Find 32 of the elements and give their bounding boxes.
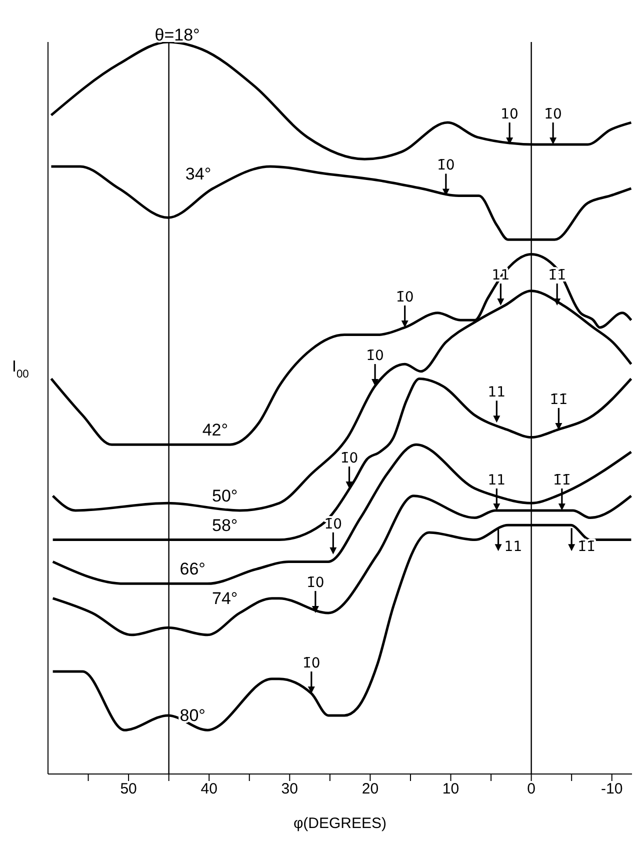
x-tick-label: 40 — [200, 780, 218, 798]
x-tick-label: 0 — [527, 780, 536, 798]
annotation: 11 — [504, 539, 522, 556]
x-tick-label: 50 — [120, 780, 137, 798]
series-label: 50° — [212, 486, 238, 506]
annotation: 1̄0 — [340, 450, 358, 467]
series-label: 34° — [185, 164, 212, 184]
x-tick-label: 20 — [362, 780, 379, 798]
annotation: 1̄0 — [302, 655, 320, 672]
annotation: 1̄1̄ — [578, 539, 596, 556]
x-axis-title: φ(DEGREES) — [293, 815, 387, 832]
x-tick-label: 30 — [281, 780, 298, 798]
series-label: 42° — [202, 420, 228, 440]
series-label: 80° — [180, 706, 206, 726]
x-tick-label: 10 — [442, 780, 460, 798]
annotation: 1̄0 — [324, 516, 342, 532]
annotation: 11 — [488, 384, 506, 401]
series-label: θ=18° — [154, 25, 200, 44]
x-tick-label: -10 — [601, 780, 623, 798]
y-axis-title: I$_{00}$ — [12, 358, 29, 380]
annotation: 1̄0 — [437, 158, 455, 174]
series-label: 58° — [212, 516, 238, 535]
annotation: 10 — [500, 106, 518, 122]
annotation: 1̄0 — [396, 289, 414, 306]
annotation: 1̄1̄ — [550, 392, 568, 408]
annotation: 1̄0 — [366, 348, 384, 364]
series-label: 74° — [212, 588, 238, 608]
annotation: 11 — [488, 472, 506, 488]
annotation: 1̄0 — [306, 574, 324, 591]
annotation: 1̄1̄ — [553, 472, 571, 488]
series-label: 66° — [180, 560, 206, 579]
annotation: 1̄0 — [544, 106, 562, 122]
